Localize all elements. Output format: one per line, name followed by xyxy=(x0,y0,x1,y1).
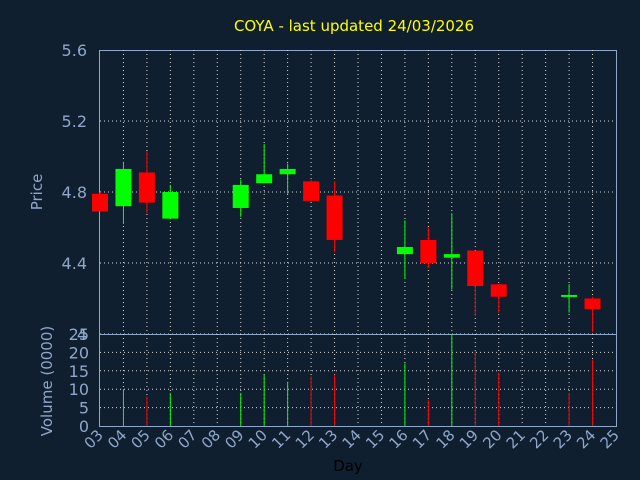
candle-body xyxy=(92,193,108,212)
candles xyxy=(92,144,601,333)
volume-grid xyxy=(100,334,616,426)
x-axis-label: Day xyxy=(333,457,363,475)
price-tick-label: 4.8 xyxy=(62,183,87,202)
x-tick-label: 21 xyxy=(503,426,529,452)
x-tick-label: 20 xyxy=(479,426,505,452)
candle-body xyxy=(279,168,296,175)
x-tick-label: 25 xyxy=(597,426,623,452)
x-tick-label: 07 xyxy=(174,426,200,452)
price-tick-label: 5.6 xyxy=(62,41,87,60)
candle-body xyxy=(420,239,437,263)
volume-tick-label: 5 xyxy=(79,399,89,418)
x-tick-label: 13 xyxy=(315,426,341,452)
candle-body xyxy=(303,181,320,201)
x-tick-label: 16 xyxy=(386,426,412,452)
x-tick-label: 22 xyxy=(526,426,552,452)
volume-axis-label: Volume (0000) xyxy=(38,326,56,436)
x-tick-label: 19 xyxy=(456,426,482,452)
x-tick-label: 23 xyxy=(550,426,576,452)
candle-body xyxy=(115,168,132,207)
x-tick-label: 06 xyxy=(151,426,177,452)
candle-body xyxy=(138,172,155,203)
chart-title: COYA - last updated 24/03/2026 xyxy=(234,17,474,35)
candle-body xyxy=(467,250,484,287)
x-tick-label: 08 xyxy=(198,426,224,452)
price-tick-label: 4 xyxy=(77,325,87,344)
x-tick-label: 12 xyxy=(292,426,318,452)
price-axis-label: Price xyxy=(28,174,46,211)
volume-tick-label: 0 xyxy=(79,417,89,436)
x-tick-label: 17 xyxy=(409,426,435,452)
x-tick-label: 15 xyxy=(362,426,388,452)
price-tick-label: 5.2 xyxy=(62,112,87,131)
candle-body xyxy=(256,174,273,184)
candle-body xyxy=(490,284,507,297)
price-tick-label: 4.4 xyxy=(62,254,87,273)
candle-body xyxy=(561,294,578,297)
x-tick-label: 11 xyxy=(268,426,294,452)
volume-tick-label: 25 xyxy=(69,325,89,344)
candle-body xyxy=(443,254,460,258)
x-tick-label: 10 xyxy=(245,426,271,452)
candle-body xyxy=(162,192,179,219)
volume-plot-frame xyxy=(99,334,617,427)
volume-tick-label: 15 xyxy=(69,362,89,381)
x-tick-label: 14 xyxy=(339,426,365,452)
x-axis-ticks: 0304050607080910111213141516171819202122… xyxy=(81,426,623,452)
x-tick-label: 24 xyxy=(573,426,599,452)
x-tick-label: 04 xyxy=(104,426,130,452)
candle-body xyxy=(326,195,343,240)
x-tick-label: 05 xyxy=(128,426,154,452)
x-tick-label: 09 xyxy=(221,426,247,452)
candle-body xyxy=(232,184,249,208)
candle-body xyxy=(396,247,413,255)
volume-bars xyxy=(122,334,594,426)
price-y-axis: 5.6 5.2 4.8 4.4 4 xyxy=(62,41,87,344)
x-tick-label: 18 xyxy=(432,426,458,452)
volume-tick-label: 10 xyxy=(69,380,89,399)
volume-tick-label: 20 xyxy=(69,343,89,362)
candle-body xyxy=(584,298,601,310)
